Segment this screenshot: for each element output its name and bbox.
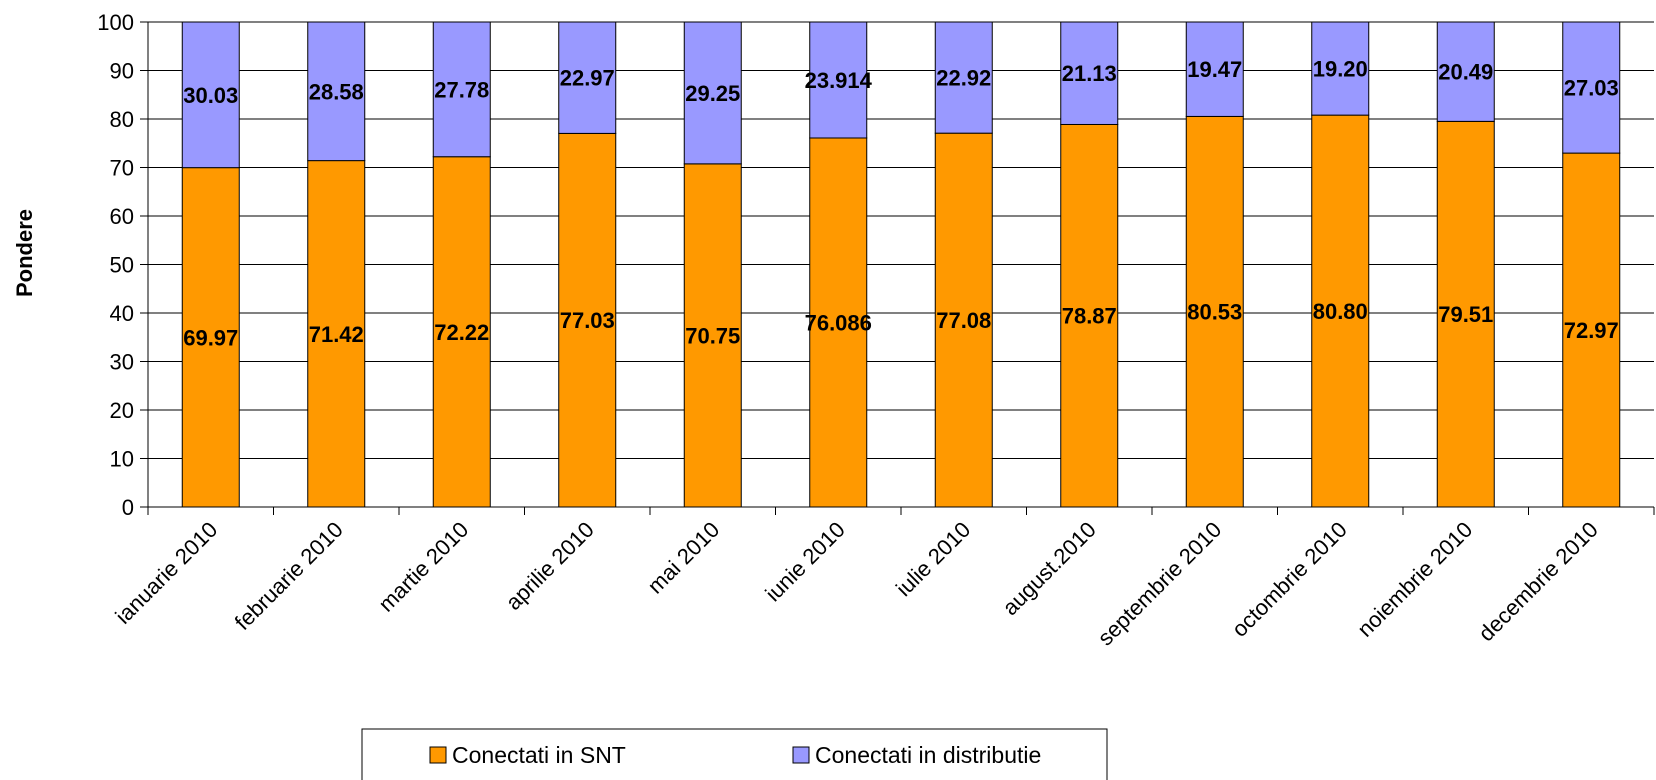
- bar-distributie-0: [181, 21, 240, 169]
- bar-distributie-6: [934, 21, 993, 134]
- bar-snt-9: [1311, 114, 1370, 508]
- x-tick-label-8: septembrie 2010: [1093, 517, 1227, 651]
- bar-snt-3: [558, 132, 617, 508]
- bar-distributie-5: [809, 21, 868, 139]
- y-tick-label-50: 50: [110, 253, 134, 278]
- data-label-distributie-1: 28.58: [309, 79, 364, 104]
- x-tick-labels: ianuarie 2010 februarie 2010 martie 2010 ap…: [110, 517, 1602, 651]
- data-labels: 69.97 30.03 71.42 28.58 72.22 27.78 77.03 22.97…: [183, 57, 1619, 351]
- y-tick-label-90: 90: [110, 59, 134, 84]
- bar-distributie-3: [558, 21, 617, 134]
- y-tick-label-30: 30: [110, 350, 134, 375]
- bar-distributie-8: [1185, 21, 1244, 117]
- data-label-snt-5: 76.086: [805, 310, 872, 335]
- data-label-snt-8: 80.53: [1187, 300, 1242, 325]
- y-tick-label-20: 20: [110, 398, 134, 423]
- y-tick-label-80: 80: [110, 107, 134, 132]
- y-tick-label-70: 70: [110, 156, 134, 181]
- data-label-snt-1: 71.42: [309, 322, 364, 347]
- data-label-snt-2: 72.22: [434, 320, 489, 345]
- bar-snt-10: [1436, 120, 1495, 508]
- x-tick-label-3: aprilie 2010: [501, 517, 599, 615]
- bar-distributie-10: [1436, 21, 1495, 122]
- data-label-distributie-8: 19.47: [1187, 57, 1242, 82]
- x-tick-label-1: februarie 2010: [230, 517, 348, 635]
- bar-distributie-9: [1311, 21, 1370, 116]
- x-tick-label-0: ianuarie 2010: [110, 517, 222, 629]
- x-tick-label-10: noiembrie 2010: [1352, 517, 1477, 642]
- legend: Conectati in SNT Conectati in distributi…: [361, 728, 1108, 780]
- y-tick-label-100: 100: [97, 10, 134, 35]
- x-tick-label-11: decembrie 2010: [1474, 517, 1603, 646]
- data-label-distributie-0: 30.03: [183, 83, 238, 108]
- legend-label-snt: Conectati in SNT: [452, 742, 626, 768]
- bar-distributie-1: [307, 21, 366, 162]
- x-tick-label-4: mai 2010: [643, 517, 725, 599]
- data-label-snt-10: 79.51: [1438, 302, 1493, 327]
- data-label-snt-0: 69.97: [183, 325, 238, 350]
- y-axis-title: Pondere: [12, 209, 37, 297]
- bar-snt-6: [934, 132, 993, 508]
- bar-snt-4: [683, 163, 742, 508]
- bar-distributie-7: [1060, 21, 1119, 125]
- legend-swatch-snt: [429, 746, 447, 764]
- legend-label-distributie: Conectati in distributie: [815, 742, 1041, 768]
- bar-distributie-4: [683, 21, 742, 165]
- data-label-distributie-5: 23.914: [805, 68, 873, 93]
- data-label-distributie-2: 27.78: [434, 77, 489, 102]
- data-label-distributie-7: 21.13: [1062, 61, 1117, 86]
- y-tick-label-40: 40: [110, 301, 134, 326]
- x-tick-label-7: august.2010: [997, 517, 1100, 620]
- data-label-distributie-10: 20.49: [1438, 60, 1493, 85]
- x-tick-label-5: iunie 2010: [760, 517, 849, 606]
- data-label-snt-7: 78.87: [1062, 304, 1117, 329]
- legend-swatch-distributie: [792, 746, 810, 764]
- bar-snt-5: [809, 137, 868, 508]
- bar-distributie-2: [432, 21, 491, 158]
- y-tick-label-60: 60: [110, 204, 134, 229]
- y-tick-labels: 0 10 20 30 40 50 60 70 80 90 100: [97, 10, 134, 520]
- data-label-distributie-9: 19.20: [1313, 57, 1368, 82]
- data-label-distributie-4: 29.25: [685, 81, 740, 106]
- y-tick-label-0: 0: [122, 495, 134, 520]
- legend-box: [361, 728, 1108, 780]
- x-tick-label-2: martie 2010: [373, 517, 473, 617]
- y-tick-label-10: 10: [110, 447, 134, 472]
- data-label-snt-4: 70.75: [685, 323, 740, 348]
- bar-distributie-11: [1562, 21, 1621, 154]
- data-label-snt-3: 77.03: [560, 308, 615, 333]
- data-label-snt-9: 80.80: [1313, 299, 1368, 324]
- data-label-distributie-11: 27.03: [1564, 76, 1619, 101]
- bar-snt-2: [432, 156, 491, 508]
- x-tick-label-9: octombrie 2010: [1227, 517, 1352, 642]
- data-label-snt-11: 72.97: [1564, 318, 1619, 343]
- data-label-snt-6: 77.08: [936, 308, 991, 333]
- x-tick-label-6: iulie 2010: [891, 517, 975, 601]
- gridlines: [148, 21, 1654, 459]
- axes: [140, 21, 1655, 515]
- data-label-distributie-6: 22.92: [936, 66, 991, 91]
- data-label-distributie-3: 22.97: [560, 66, 615, 91]
